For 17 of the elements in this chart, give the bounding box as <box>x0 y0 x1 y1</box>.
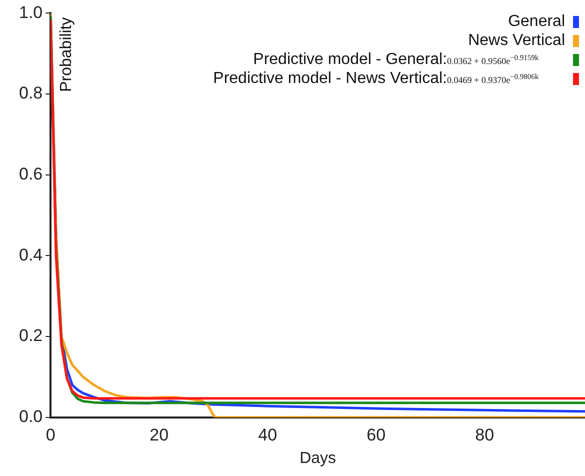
x-axis-title: Days <box>300 450 336 467</box>
legend-label: Predictive model - General:0.0362 + 0.9560e$^{−0.9159k}$ <box>253 50 540 68</box>
legend-label: General <box>508 12 565 30</box>
x-tick-label: 80 <box>475 425 494 444</box>
y-tick-label: 0.8 <box>18 84 43 103</box>
x-tick-label: 20 <box>150 425 169 444</box>
x-tick-label: 0 <box>46 425 56 444</box>
y-tick-label: 0.6 <box>18 164 43 184</box>
y-tick-label: 0.4 <box>18 245 43 264</box>
x-tick-label: 60 <box>366 425 386 444</box>
legend-label: Predictive model - News Vertical:0.0469 + 0.9370e$^{−0.9806k}$ <box>213 70 540 88</box>
x-tick-label: 40 <box>258 425 278 444</box>
y-tick-label: 0.2 <box>18 326 43 346</box>
y-tick-label: 1.0 <box>18 2 43 22</box>
y-tick-label: 0.0 <box>18 407 43 426</box>
legend-label: News Vertical <box>468 32 565 50</box>
y-axis-title: Probability <box>58 17 76 92</box>
